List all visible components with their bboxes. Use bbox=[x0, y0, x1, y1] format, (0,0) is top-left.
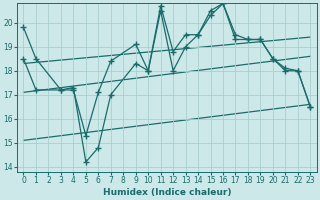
X-axis label: Humidex (Indice chaleur): Humidex (Indice chaleur) bbox=[103, 188, 231, 197]
